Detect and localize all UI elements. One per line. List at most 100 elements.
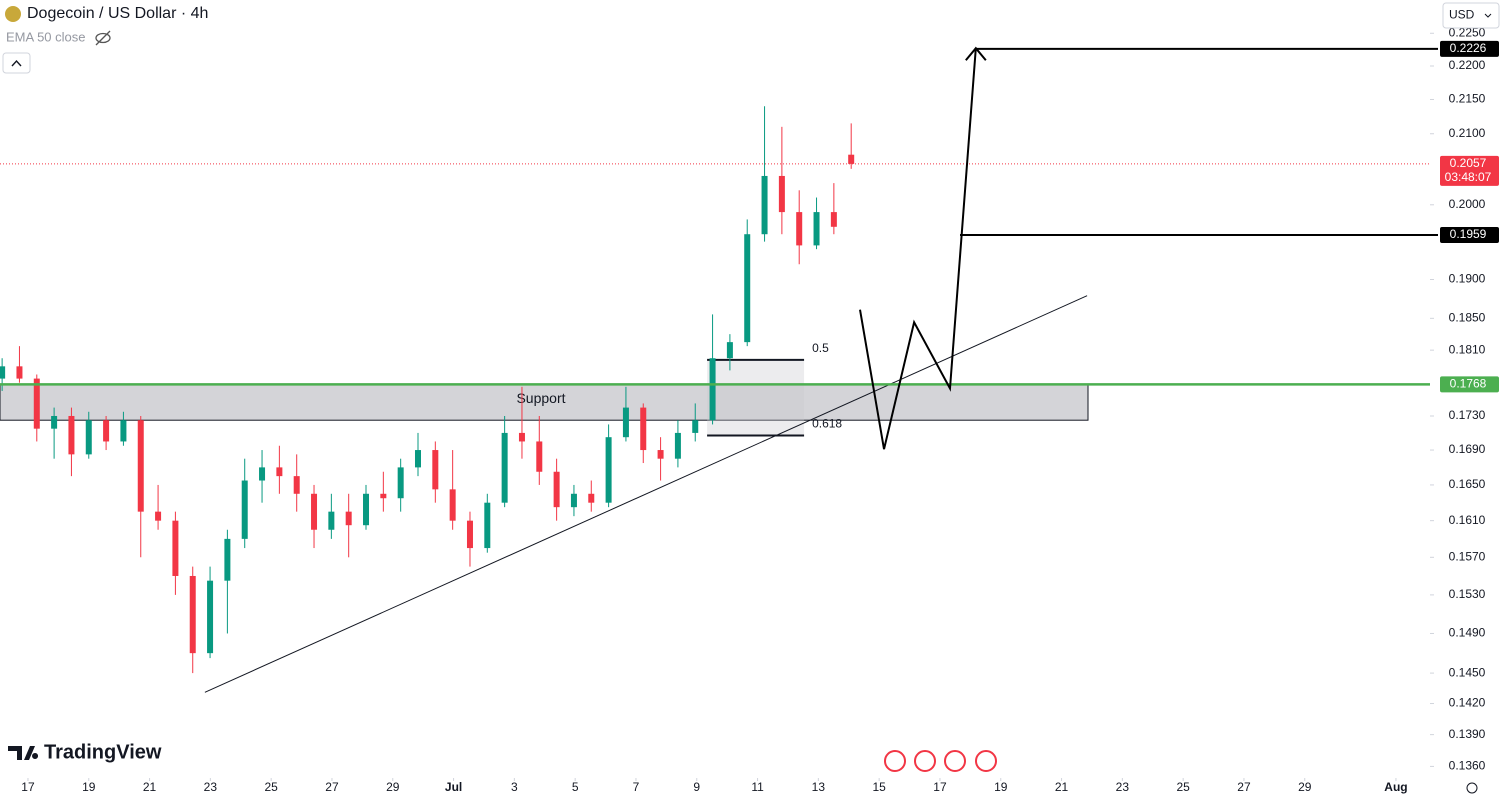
x-tick-label: 23	[1116, 780, 1130, 794]
last-price-tag-countdown: 03:48:07	[1445, 170, 1492, 184]
candle-body	[726, 342, 733, 359]
x-tick-label: 11	[751, 780, 764, 794]
candle-body	[137, 420, 144, 512]
last-price-tag-text: 0.2057	[1450, 156, 1487, 170]
x-tick-label: 7	[633, 780, 640, 794]
y-tick-label: 0.1850	[1449, 310, 1486, 324]
support-zone	[0, 383, 1089, 421]
candle-body	[155, 511, 162, 521]
candle-body	[380, 493, 387, 499]
y-tick-label: 0.1390	[1449, 727, 1486, 741]
y-tick-label: 0.1570	[1449, 549, 1486, 563]
candle-body	[259, 467, 266, 481]
candle-body	[397, 467, 404, 499]
candle-body	[605, 437, 612, 503]
candle-body	[276, 467, 283, 477]
x-tick-label: 19	[994, 780, 1008, 794]
candle-body	[120, 420, 127, 442]
candle-body	[33, 378, 40, 429]
y-tick-label: 0.1450	[1449, 665, 1486, 679]
fib-zone	[707, 359, 805, 436]
x-tick-label: Aug	[1384, 780, 1407, 794]
projection-path	[859, 48, 977, 450]
y-tick-label: 0.1730	[1449, 408, 1486, 422]
candle-body	[241, 480, 248, 539]
x-tick-label: 15	[872, 780, 886, 794]
x-tick-label: 9	[693, 780, 700, 794]
candle-body	[16, 366, 23, 379]
candle-body	[830, 212, 837, 227]
y-tick-label: 0.1650	[1449, 477, 1486, 491]
candle-body	[207, 580, 214, 654]
candle-body	[224, 538, 231, 581]
y-tick-label: 0.2250	[1449, 25, 1486, 39]
candle-body	[622, 407, 629, 438]
x-tick-label: 29	[1298, 780, 1312, 794]
y-tick-label: 0.2000	[1449, 197, 1486, 211]
settings-icon[interactable]	[1466, 782, 1478, 794]
x-tick-label: 13	[812, 780, 826, 794]
visibility-icon[interactable]	[95, 30, 111, 46]
candle-body	[85, 420, 92, 455]
candle-body	[501, 432, 508, 503]
candle-body	[640, 407, 647, 451]
candle-body	[570, 493, 577, 508]
candle-body	[813, 212, 820, 246]
candle-body	[536, 441, 543, 472]
candle-body	[293, 476, 300, 494]
candle-body	[345, 511, 352, 526]
support-label: Support	[516, 390, 565, 406]
candle-body	[363, 493, 370, 526]
candle-body	[449, 489, 456, 521]
collapse-button[interactable]	[2, 52, 31, 74]
brand-name: TradingView	[44, 741, 162, 763]
x-tick-label: 21	[143, 780, 157, 794]
candle-body	[189, 575, 196, 654]
candle-body	[553, 471, 560, 508]
x-tick-label: 27	[325, 780, 339, 794]
candle-body	[172, 520, 179, 576]
x-tick-label: Jul	[445, 780, 462, 794]
support-tag-text: 0.1768	[1450, 377, 1487, 391]
x-tick-label: 3	[511, 780, 518, 794]
x-tick-label: 17	[933, 780, 947, 794]
currency-label: USD	[1449, 8, 1475, 22]
y-tick-label: 0.1490	[1449, 626, 1486, 640]
target-tag	[1440, 226, 1499, 243]
candle-body	[657, 450, 664, 459]
x-tick-label: 19	[82, 780, 96, 794]
x-tick-label: 29	[386, 780, 400, 794]
x-tick-label: 23	[204, 780, 218, 794]
candle-body	[432, 450, 439, 490]
projection-arrowhead	[965, 46, 987, 61]
target-tag-text: 0.1959	[1450, 227, 1487, 241]
y-tick-label: 0.1360	[1449, 759, 1486, 773]
x-tick-label: 25	[264, 780, 278, 794]
candle-body	[744, 234, 751, 343]
x-tick-label: 21	[1055, 780, 1069, 794]
y-tick-label: 0.2200	[1449, 58, 1486, 72]
candle-body	[796, 212, 803, 246]
x-tick-label: 27	[1237, 780, 1251, 794]
last-price-tag	[1440, 155, 1499, 186]
currency-select[interactable]: USD	[1442, 2, 1500, 29]
candle-body	[328, 511, 335, 530]
coin-logo	[5, 6, 21, 22]
brand: TradingView	[8, 741, 162, 763]
plot: 0.2250 0.2200 0.2150 0.2100 0.2000 0.1900 0.18…	[0, 25, 1499, 794]
event-flags[interactable]	[884, 750, 997, 772]
x-tick-label: 25	[1176, 780, 1190, 794]
candle-body	[0, 366, 6, 379]
candle-body	[414, 450, 421, 468]
y-tick-label: 0.1610	[1449, 513, 1486, 527]
y-tick-label: 0.1810	[1449, 342, 1486, 356]
y-tick-label: 0.1530	[1449, 587, 1486, 601]
fib-label: 0.618	[812, 417, 842, 431]
candle-body	[68, 415, 75, 455]
candle-body	[484, 502, 491, 549]
x-tick-label: 5	[572, 780, 579, 794]
support-tag	[1440, 376, 1499, 393]
trendline	[204, 295, 1088, 693]
candle-body	[518, 432, 525, 442]
